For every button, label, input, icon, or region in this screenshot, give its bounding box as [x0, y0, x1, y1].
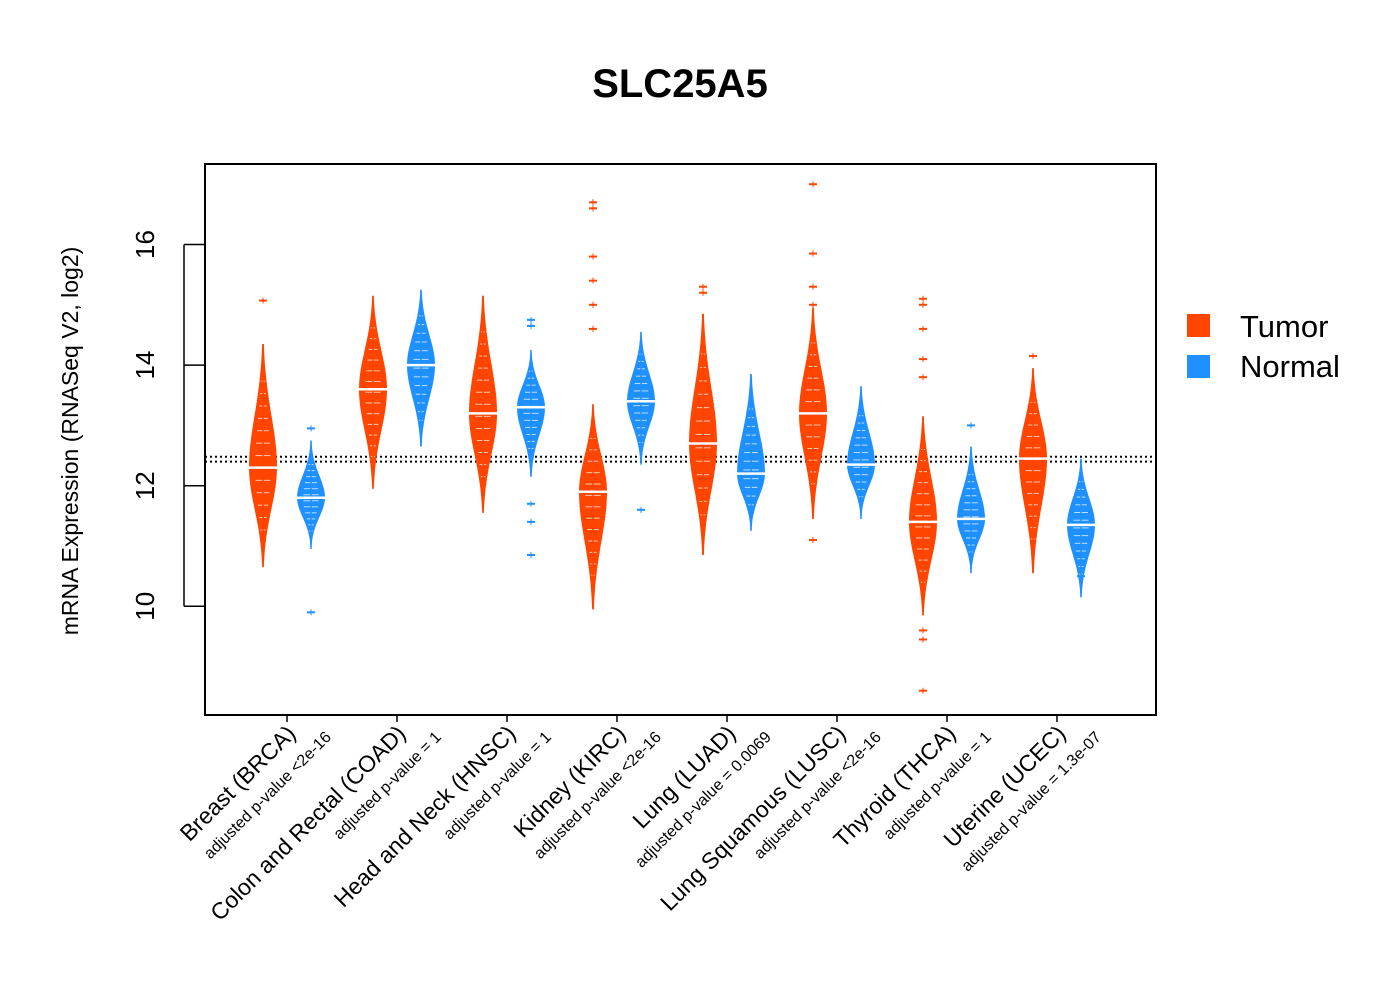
legend-swatch-normal — [1187, 355, 1210, 378]
legend-label-tumor: Tumor — [1240, 309, 1328, 344]
chart-title: SLC25A5 — [592, 62, 768, 106]
legend: Tumor Normal — [1187, 309, 1340, 384]
bean-tumor-7 — [1015, 353, 1051, 574]
plot-content — [205, 181, 1156, 694]
y-tick-label: 14 — [130, 351, 160, 380]
bean-tumor-0 — [245, 297, 281, 568]
plot-frame — [204, 163, 1157, 716]
y-axis: 10 12 14 16 — [130, 230, 205, 621]
bean-normal-7 — [1063, 458, 1099, 598]
bean-tumor-6 — [905, 295, 941, 694]
bean-normal-4 — [733, 374, 769, 531]
bean-tumor-1 — [355, 295, 391, 489]
bean-normal-6 — [953, 422, 989, 574]
bean-tumor-2 — [465, 295, 501, 513]
y-axis-label: mRNA Expression (RNASeq V2, log2) — [57, 247, 83, 636]
y-tick-label: 10 — [130, 592, 160, 621]
bean-normal-1 — [403, 289, 439, 447]
bean-normal-0 — [293, 425, 329, 616]
legend-swatch-tumor — [1187, 314, 1210, 337]
y-tick-label: 12 — [130, 471, 160, 500]
bean-normal-2 — [513, 316, 549, 559]
bean-tumor-4 — [685, 283, 721, 556]
legend-label-normal: Normal — [1240, 349, 1340, 384]
y-tick-label: 16 — [130, 230, 160, 259]
bean-tumor-5 — [795, 181, 831, 543]
bean-normal-5 — [843, 386, 879, 519]
bean-normal-3 — [623, 331, 659, 513]
bean-tumor-3 — [575, 199, 611, 610]
